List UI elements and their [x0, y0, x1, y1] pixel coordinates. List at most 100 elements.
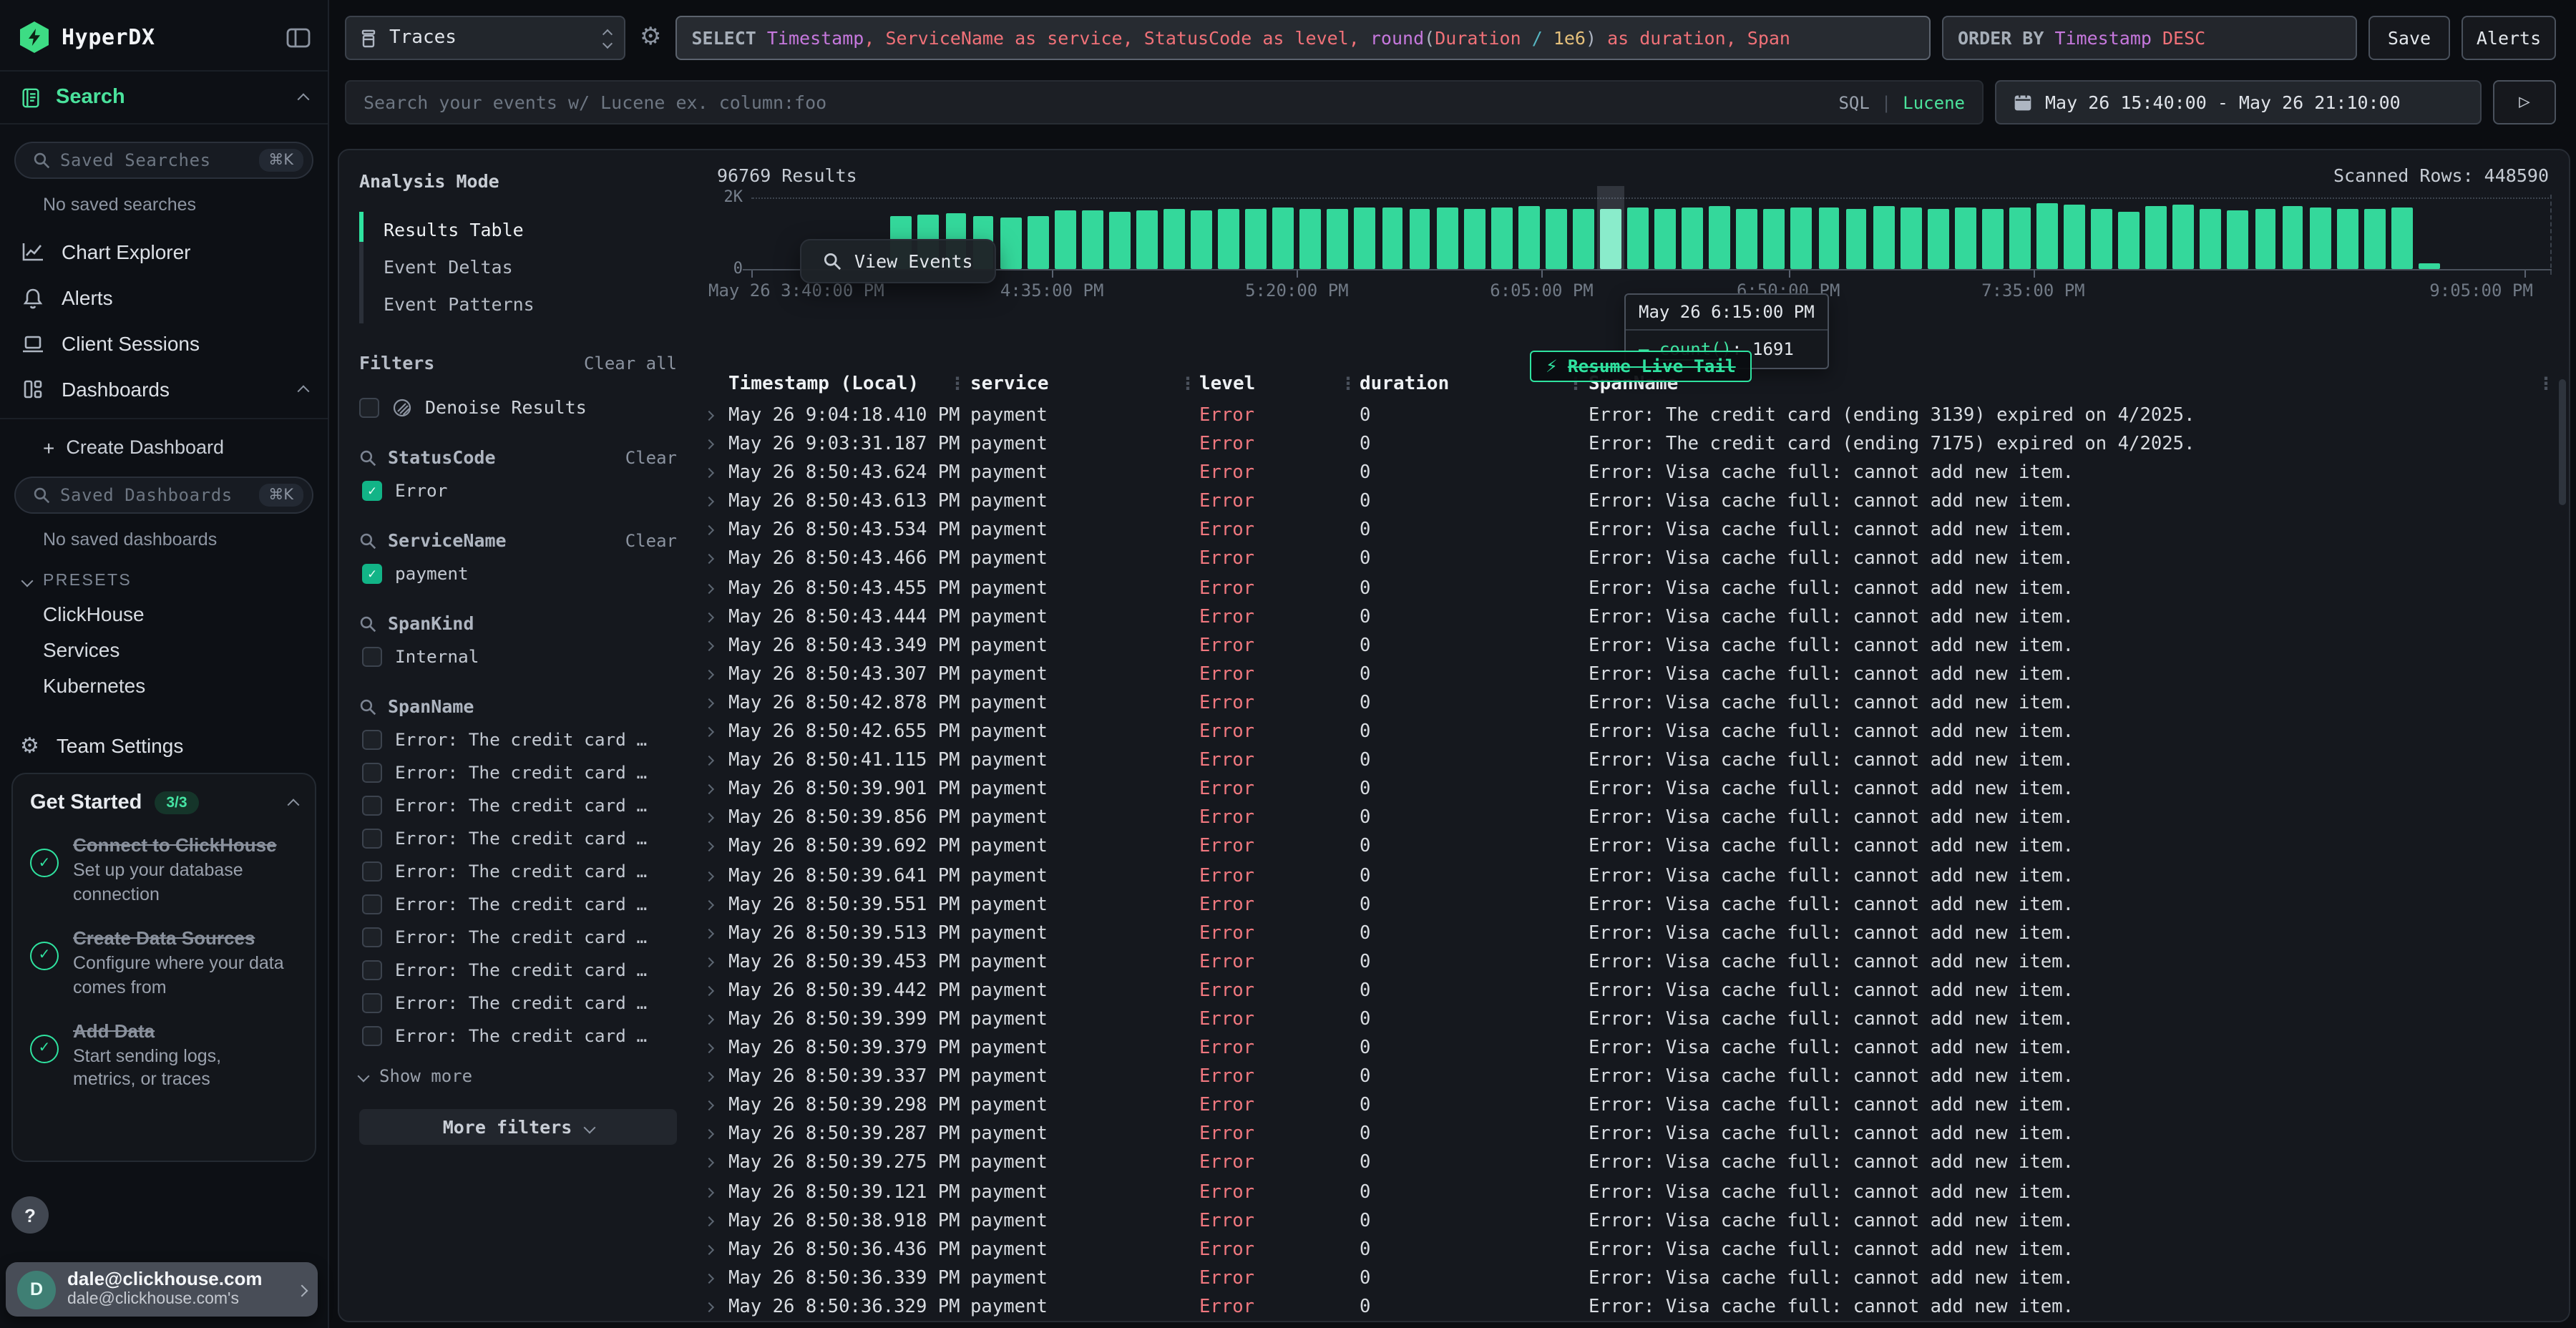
- table-row[interactable]: May 26 8:50:43.624 PM payment Error 0 Error:…: [694, 459, 2569, 488]
- checkbox-icon[interactable]: [362, 927, 382, 947]
- expand-row-icon[interactable]: [703, 1158, 715, 1168]
- filter-option[interactable]: Error: The credit card …: [359, 1026, 677, 1046]
- more-filters-button[interactable]: More filters: [359, 1109, 677, 1145]
- expand-row-icon[interactable]: [703, 1014, 715, 1025]
- preset-kubernetes[interactable]: Kubernetes: [43, 674, 146, 697]
- column-header-level[interactable]: level: [1199, 374, 1256, 395]
- chevron-up-icon[interactable]: [297, 385, 310, 398]
- column-drag-handle-icon[interactable]: ⋮: [1179, 374, 1196, 394]
- filter-option[interactable]: Error: The credit card …: [359, 927, 677, 947]
- histogram-bars[interactable]: [751, 197, 2552, 269]
- filter-option[interactable]: Error: The credit card …: [359, 829, 677, 849]
- filter-option[interactable]: Error: The credit card …: [359, 861, 677, 882]
- mode-results-table[interactable]: Results Table: [384, 219, 524, 240]
- sidebar-item-alerts[interactable]: Alerts: [0, 275, 328, 321]
- search-icon[interactable]: [359, 698, 376, 715]
- help-button[interactable]: ?: [11, 1196, 49, 1234]
- expand-row-icon[interactable]: [703, 554, 715, 565]
- order-by-editor[interactable]: ORDER BY Timestamp DESC: [1942, 16, 2357, 60]
- sidebar-item-team-settings[interactable]: ⚙ Team Settings: [0, 697, 328, 757]
- checkbox-checked-icon[interactable]: [362, 481, 382, 501]
- checkbox-icon[interactable]: [362, 1026, 382, 1046]
- checkbox-icon[interactable]: [362, 763, 382, 783]
- table-row[interactable]: May 26 8:50:41.115 PM payment Error 0 Error:…: [694, 747, 2569, 776]
- expand-row-icon[interactable]: [703, 1100, 715, 1111]
- get-started-step[interactable]: Create Data Sources Configure where your…: [30, 927, 298, 1000]
- table-row[interactable]: May 26 8:50:36.339 PM payment Error 0 Error:…: [694, 1265, 2569, 1294]
- saved-dashboards-input[interactable]: Saved Dashboards ⌘K: [14, 477, 313, 514]
- expand-row-icon[interactable]: [703, 1273, 715, 1284]
- run-query-button[interactable]: ▷: [2493, 80, 2556, 125]
- filter-option[interactable]: Error: The credit card …: [359, 894, 677, 914]
- filter-option[interactable]: Error: The credit card …: [359, 993, 677, 1013]
- table-row[interactable]: May 26 8:50:39.856 PM payment Error 0 Error:…: [694, 805, 2569, 834]
- checkbox-icon[interactable]: [362, 796, 382, 816]
- events-histogram[interactable]: 2K 0 May 26 3:40:00 PM 4:35:00 PM 5:20:00 …: [708, 186, 2552, 323]
- expand-row-icon[interactable]: [703, 1244, 715, 1255]
- expand-row-icon[interactable]: [703, 899, 715, 910]
- expand-row-icon[interactable]: [703, 497, 715, 507]
- table-scrollbar[interactable]: [2559, 379, 2566, 1312]
- table-row[interactable]: May 26 8:50:39.287 PM payment Error 0 Error:…: [694, 1121, 2569, 1150]
- view-events-button[interactable]: View Events: [800, 239, 996, 283]
- clear-filter-link[interactable]: Clear: [625, 530, 677, 550]
- column-drag-handle-icon[interactable]: ⋮: [949, 374, 966, 394]
- expand-row-icon[interactable]: [703, 1129, 715, 1140]
- table-row[interactable]: May 26 8:50:39.901 PM payment Error 0 Error:…: [694, 776, 2569, 804]
- checkbox-icon[interactable]: [362, 960, 382, 980]
- chevron-up-icon[interactable]: [297, 93, 310, 106]
- sidebar-item-chart-explorer[interactable]: Chart Explorer: [0, 229, 328, 275]
- column-drag-handle-icon[interactable]: ⋮: [1340, 374, 1357, 394]
- table-row[interactable]: May 26 9:04:18.410 PM payment Error 0 Error:…: [694, 402, 2569, 431]
- table-row[interactable]: May 26 8:50:42.878 PM payment Error 0 Error:…: [694, 690, 2569, 718]
- expand-row-icon[interactable]: [703, 439, 715, 450]
- show-more-link[interactable]: Show more: [357, 1066, 677, 1086]
- expand-row-icon[interactable]: [703, 841, 715, 852]
- get-started-step[interactable]: Add Data Start sending logs, metrics, or…: [30, 1020, 298, 1093]
- checkbox-icon[interactable]: [362, 647, 382, 667]
- table-row[interactable]: May 26 8:50:43.307 PM payment Error 0 Error:…: [694, 661, 2569, 690]
- table-row[interactable]: May 26 8:50:39.453 PM payment Error 0 Error:…: [694, 949, 2569, 977]
- expand-row-icon[interactable]: [703, 1072, 715, 1083]
- table-row[interactable]: May 26 8:50:36.329 PM payment Error 0 Error:…: [694, 1294, 2569, 1321]
- time-range-picker[interactable]: May 26 15:40:00 - May 26 21:10:00: [1995, 80, 2482, 125]
- sidebar-item-search[interactable]: Search: [0, 70, 328, 125]
- column-header-service[interactable]: service: [970, 374, 1049, 395]
- chevron-up-icon[interactable]: [287, 799, 300, 811]
- expand-row-icon[interactable]: [703, 468, 715, 479]
- create-dashboard-button[interactable]: Create Dashboard: [0, 419, 328, 459]
- filter-option[interactable]: Internal: [359, 647, 677, 667]
- checkbox-checked-icon[interactable]: [362, 564, 382, 584]
- language-toggle-lucene[interactable]: Lucene: [1903, 92, 1965, 112]
- get-started-step[interactable]: Connect to ClickHouse Set up your databa…: [30, 834, 298, 907]
- expand-row-icon[interactable]: [703, 756, 715, 766]
- table-row[interactable]: May 26 8:50:39.551 PM payment Error 0 Error:…: [694, 891, 2569, 919]
- alerts-button[interactable]: Alerts: [2462, 16, 2556, 60]
- table-row[interactable]: May 26 8:50:39.399 PM payment Error 0 Error:…: [694, 1006, 2569, 1035]
- expand-row-icon[interactable]: [703, 1043, 715, 1054]
- table-row[interactable]: May 26 8:50:39.298 PM payment Error 0 Error:…: [694, 1093, 2569, 1121]
- table-row[interactable]: May 26 8:50:39.692 PM payment Error 0 Error:…: [694, 834, 2569, 862]
- sql-select-editor[interactable]: SELECT Timestamp, ServiceName as service…: [675, 16, 1931, 60]
- table-row[interactable]: May 26 8:50:43.444 PM payment Error 0 Error:…: [694, 603, 2569, 632]
- table-row[interactable]: May 26 8:50:43.466 PM payment Error 0 Error:…: [694, 546, 2569, 575]
- clear-all-filters-link[interactable]: Clear all: [583, 353, 677, 374]
- expand-row-icon[interactable]: [703, 698, 715, 708]
- table-row[interactable]: May 26 8:50:43.455 PM payment Error 0 Error:…: [694, 575, 2569, 603]
- search-icon[interactable]: [359, 449, 376, 466]
- expand-row-icon[interactable]: [703, 1186, 715, 1198]
- search-icon[interactable]: [359, 615, 376, 632]
- checkbox-icon[interactable]: [362, 829, 382, 849]
- mode-event-patterns[interactable]: Event Patterns: [384, 293, 535, 315]
- expand-row-icon[interactable]: [703, 957, 715, 967]
- language-toggle-sql[interactable]: SQL: [1838, 92, 1870, 112]
- column-settings-icon[interactable]: ⋮: [2537, 374, 2555, 394]
- column-header-duration[interactable]: duration: [1360, 374, 1450, 395]
- expand-row-icon[interactable]: [703, 813, 715, 824]
- save-button[interactable]: Save: [2368, 16, 2450, 60]
- table-row[interactable]: May 26 9:03:31.187 PM payment Error 0 Error:…: [694, 431, 2569, 459]
- source-settings-gear-icon[interactable]: ⚙: [640, 23, 662, 52]
- expand-row-icon[interactable]: [703, 1216, 715, 1226]
- checkbox-icon[interactable]: [362, 993, 382, 1013]
- expand-row-icon[interactable]: [703, 525, 715, 536]
